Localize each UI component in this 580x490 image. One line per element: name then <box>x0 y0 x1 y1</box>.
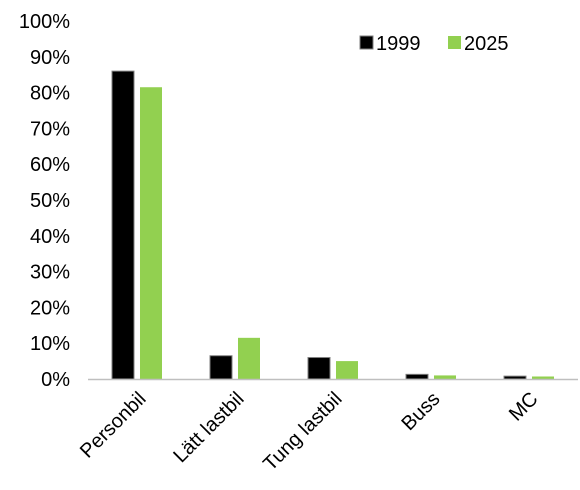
bar-1999-tung-lastbil <box>307 357 331 380</box>
bar-2025-mc <box>532 376 554 379</box>
bar-1999-personbil <box>111 70 135 380</box>
bar-2025-personbil <box>140 87 162 379</box>
x-tick-label: Lätt lastbil <box>169 388 248 467</box>
y-tick-label: 70% <box>30 118 70 140</box>
y-tick-label: 90% <box>30 47 70 69</box>
bar-1999-mc <box>503 375 527 380</box>
y-tick-label: 0% <box>41 369 70 391</box>
legend-swatch-1999 <box>359 35 374 50</box>
y-tick-label: 50% <box>30 190 70 212</box>
x-axis: Personbil Lätt lastbil Tung lastbil Buss MC <box>76 388 543 475</box>
bar-1999-lätt-lastbil <box>209 355 233 380</box>
legend-label-2025: 2025 <box>464 33 509 55</box>
y-tick-label: 20% <box>30 297 70 319</box>
x-tick-label: Personbil <box>76 388 151 463</box>
bar-1999-buss <box>405 373 429 380</box>
legend-swatch-2025 <box>448 36 461 49</box>
bar-2025-lätt-lastbil <box>238 337 260 379</box>
y-tick-label: 40% <box>30 226 70 248</box>
y-tick-label: 60% <box>30 154 70 176</box>
y-tick-label: 80% <box>30 83 70 105</box>
legend: 1999 2025 <box>359 33 509 55</box>
plot-area <box>111 70 554 380</box>
y-tick-label: 10% <box>30 333 70 355</box>
x-tick-label: Tung lastbil <box>259 388 346 475</box>
x-tick-label: Buss <box>398 388 445 435</box>
y-tick-label: 100% <box>19 11 70 33</box>
bar-2025-buss <box>434 375 456 379</box>
y-tick-label: 30% <box>30 262 70 284</box>
x-tick-label: MC <box>505 388 543 426</box>
bar-2025-tung-lastbil <box>336 361 358 379</box>
y-axis: 0% 10% 20% 30% 40% 50% 60% 70% 80% 90% 100% <box>19 11 70 391</box>
legend-label-1999: 1999 <box>376 33 421 55</box>
